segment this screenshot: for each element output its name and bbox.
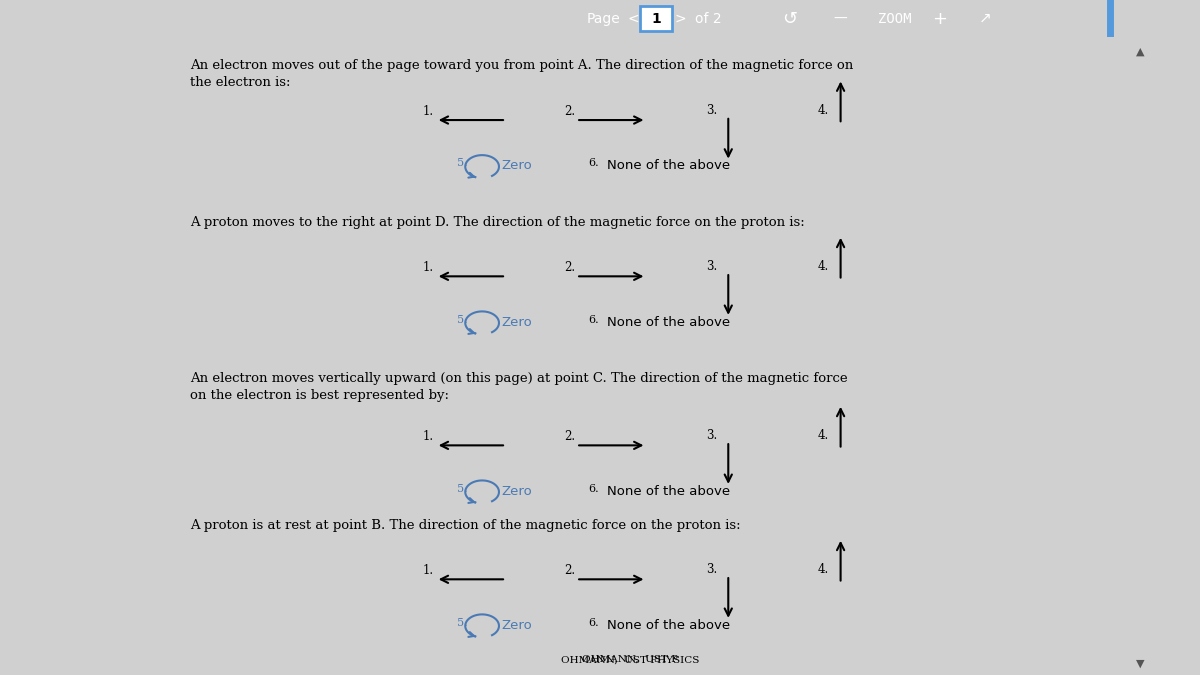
Text: 2.: 2. — [564, 105, 576, 118]
Text: OHMANN,  UST P: OHMANN, UST P — [582, 655, 678, 664]
Text: 1.: 1. — [422, 261, 433, 275]
Text: 3.: 3. — [706, 260, 718, 273]
Text: 4.: 4. — [818, 260, 829, 273]
Text: 1.: 1. — [422, 564, 433, 577]
Text: None of the above: None of the above — [606, 316, 730, 329]
Text: 3.: 3. — [706, 429, 718, 442]
Text: An electron moves vertically upward (on this page) at point C. The direction of : An electron moves vertically upward (on … — [190, 372, 847, 402]
Text: >: > — [674, 11, 686, 26]
Text: None of the above: None of the above — [606, 485, 730, 497]
Text: 6.: 6. — [588, 618, 599, 628]
Text: Zero: Zero — [502, 316, 533, 329]
Text: 4.: 4. — [818, 563, 829, 576]
Text: ▼: ▼ — [1135, 659, 1145, 669]
Text: 5.: 5. — [457, 483, 468, 493]
Text: 2.: 2. — [564, 431, 576, 443]
Text: of 2: of 2 — [695, 11, 721, 26]
Text: 2.: 2. — [564, 564, 576, 577]
Text: <: < — [628, 11, 638, 26]
Text: Zero: Zero — [502, 619, 533, 632]
Text: ▲: ▲ — [1135, 47, 1145, 57]
Text: ↗: ↗ — [979, 11, 991, 26]
Text: None of the above: None of the above — [606, 159, 730, 173]
Text: 2.: 2. — [564, 261, 576, 275]
Text: 5.: 5. — [457, 159, 468, 168]
Text: +: + — [932, 9, 948, 28]
Text: 1.: 1. — [422, 105, 433, 118]
Text: 6.: 6. — [588, 159, 599, 168]
Text: A proton is at rest at point B. The direction of the magnetic force on the proto: A proton is at rest at point B. The dire… — [190, 518, 740, 532]
Text: 3.: 3. — [706, 563, 718, 576]
Text: 1: 1 — [652, 11, 661, 26]
Text: 6.: 6. — [588, 483, 599, 493]
Text: 6.: 6. — [588, 315, 599, 325]
Text: 5.: 5. — [457, 618, 468, 628]
Text: None of the above: None of the above — [606, 619, 730, 632]
Text: ZOOM: ZOOM — [878, 11, 912, 26]
Text: 3.: 3. — [706, 104, 718, 117]
Text: Zero: Zero — [502, 159, 533, 173]
Text: 4.: 4. — [818, 429, 829, 442]
Text: OHMANN,  UST PHYSICS: OHMANN, UST PHYSICS — [560, 656, 700, 665]
FancyBboxPatch shape — [640, 6, 672, 31]
Text: Page: Page — [587, 11, 620, 26]
Text: —: — — [833, 11, 847, 26]
Text: Zero: Zero — [502, 485, 533, 497]
Text: 5.: 5. — [457, 315, 468, 325]
Text: ↺: ↺ — [782, 9, 798, 28]
Text: 4.: 4. — [818, 104, 829, 117]
Text: A proton moves to the right at point D. The direction of the magnetic force on t: A proton moves to the right at point D. … — [190, 216, 805, 229]
Text: An electron moves out of the page toward you from point A. The direction of the : An electron moves out of the page toward… — [190, 59, 853, 90]
Text: 1.: 1. — [422, 431, 433, 443]
